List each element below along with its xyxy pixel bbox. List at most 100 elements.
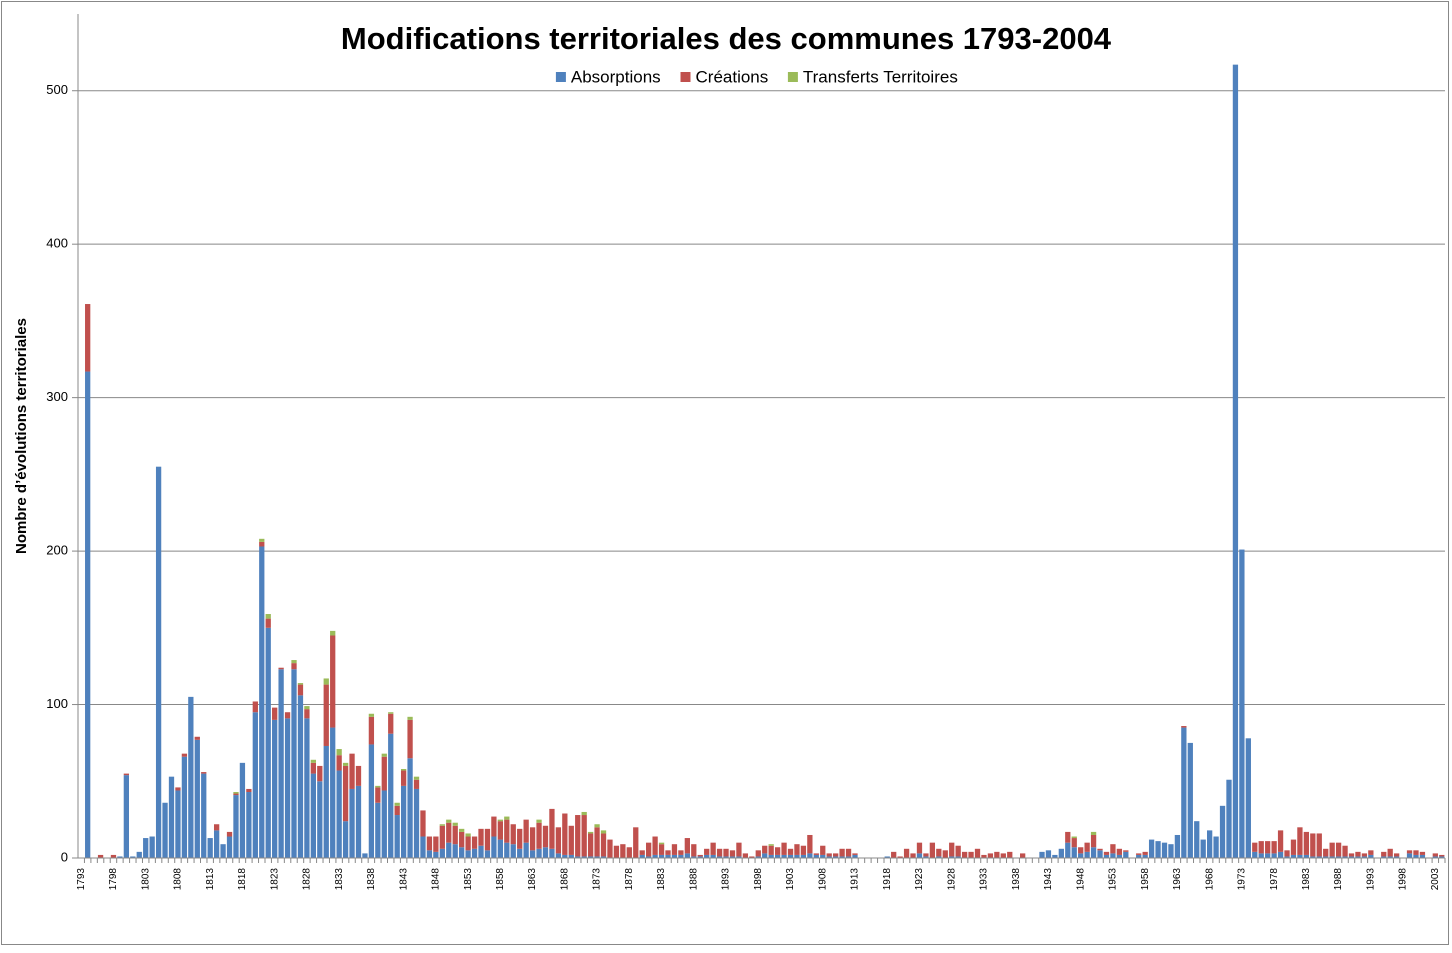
bar-segment (491, 816, 497, 837)
bar-segment (226, 836, 233, 858)
bar-segment (581, 856, 587, 858)
bar-segment (342, 821, 349, 858)
bar-segment (646, 842, 652, 857)
bar-segment (562, 813, 568, 855)
bar-segment (704, 854, 710, 858)
bar-segment (755, 850, 761, 857)
x-tick-label: 1998 (1398, 868, 1409, 891)
y-tick-label: 400 (46, 236, 68, 251)
bar-segment (420, 810, 426, 837)
bar-segment (697, 856, 703, 858)
bar-segment (549, 848, 555, 858)
bar-segment (413, 779, 420, 789)
bar-segment (117, 856, 123, 858)
bar-segment (1136, 853, 1142, 855)
legend-swatch (787, 72, 798, 82)
bar-segment (459, 831, 465, 848)
bar-segment (388, 733, 394, 858)
x-tick-label: 1913 (850, 868, 861, 891)
bar-segment (284, 718, 291, 858)
bar-segment (639, 850, 645, 855)
bar-segment (1007, 851, 1013, 858)
bar-segment (291, 669, 297, 858)
x-tick-label: 1813 (205, 868, 216, 891)
bar-segment (394, 805, 400, 816)
bar-segment (497, 839, 503, 858)
x-tick-label: 1873 (592, 868, 603, 891)
bar-segment (259, 546, 265, 858)
bar-segment (594, 856, 600, 858)
bar-segment (955, 845, 961, 857)
bar-segment (317, 781, 323, 858)
x-tick-label: 1888 (688, 868, 699, 891)
bar-segment (1265, 853, 1271, 858)
x-tick-label: 1793 (76, 868, 87, 891)
bar-segment (968, 851, 974, 858)
bar-segment (1213, 836, 1219, 858)
bar-segment (600, 833, 607, 857)
x-tick-label: 1958 (1140, 868, 1151, 891)
bar-segment (85, 304, 91, 372)
bar-segment (1271, 853, 1277, 858)
bar-segment (284, 712, 291, 719)
bar-segment (1245, 738, 1251, 858)
bar-segment (252, 712, 258, 858)
bar-segment (330, 630, 336, 636)
bar-segment (291, 660, 297, 664)
bar-segment (330, 635, 336, 728)
bar-segment (452, 825, 458, 845)
bar-segment (233, 795, 239, 858)
bar-segment (465, 850, 471, 858)
bar-segment (323, 684, 329, 746)
bar-segment (1290, 839, 1297, 855)
bar-segment (484, 828, 491, 851)
bar-segment (839, 848, 845, 857)
bar-segment (613, 845, 620, 858)
bar-segment (504, 842, 510, 858)
bar-segment (400, 770, 407, 786)
bar-segment (439, 825, 445, 849)
bar-segment (1342, 845, 1348, 857)
bar-segment (1142, 851, 1148, 855)
bar-segment (974, 848, 981, 858)
bar-segment (85, 371, 91, 858)
bar-segment (478, 828, 484, 846)
bar-segment (213, 824, 220, 831)
bar-segment (1000, 853, 1006, 858)
bar-segment (949, 856, 955, 858)
bar-segment (807, 853, 813, 858)
bar-segment (471, 836, 478, 849)
bar-segment (768, 845, 774, 855)
bar-segment (587, 856, 594, 858)
bar-segment (181, 753, 188, 757)
bar-segment (1065, 842, 1071, 858)
bar-segment (600, 856, 607, 858)
bar-segment (562, 854, 568, 858)
bar-segment (1258, 841, 1264, 854)
bar-segment (762, 853, 768, 858)
bar-segment (794, 854, 800, 858)
bar-segment (304, 718, 310, 858)
legend: Absorptions Créations Transferts Territoir… (555, 67, 958, 86)
x-tick-label: 1798 (108, 868, 119, 891)
bar-segment (143, 838, 149, 858)
bar-segment (839, 856, 845, 858)
bar-segment (936, 848, 942, 857)
legend-label: Créations (696, 67, 769, 86)
bar-segment (716, 856, 723, 858)
x-tick-label: 1868 (559, 868, 570, 891)
bar-segment (774, 854, 781, 858)
bar-segment (213, 830, 220, 858)
bar-segment (916, 853, 923, 858)
x-tick-label: 1973 (1237, 868, 1248, 891)
bar-segment (1271, 841, 1277, 854)
bar-segment (375, 802, 381, 858)
bar-segment (704, 848, 710, 855)
bar-segment (658, 844, 665, 855)
bar-segment (1239, 549, 1245, 858)
bar-segment (291, 663, 297, 670)
bar-segment (587, 833, 594, 857)
bar-segment (375, 787, 381, 803)
bar-segment (465, 836, 471, 851)
